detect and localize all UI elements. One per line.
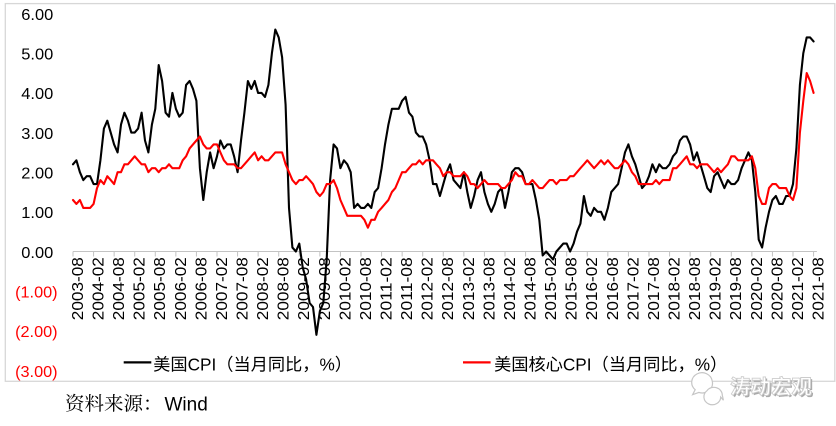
- svg-text:2016-08: 2016-08: [605, 257, 622, 320]
- svg-text:2018-08: 2018-08: [687, 257, 704, 320]
- svg-text:2014-02: 2014-02: [502, 257, 519, 320]
- svg-text:2006-08: 2006-08: [193, 257, 210, 320]
- svg-text:2020-08: 2020-08: [769, 257, 786, 320]
- svg-text:Wind: Wind: [165, 394, 208, 415]
- svg-text:2003-08: 2003-08: [70, 257, 87, 320]
- svg-text:2012-02: 2012-02: [420, 257, 437, 320]
- svg-text:2004-02: 2004-02: [90, 257, 107, 320]
- svg-text:2017-02: 2017-02: [625, 257, 642, 320]
- svg-text:2015-08: 2015-08: [564, 257, 581, 320]
- svg-text:6.00: 6.00: [21, 7, 53, 24]
- svg-text:1.00: 1.00: [21, 205, 53, 222]
- svg-text:2007-08: 2007-08: [234, 257, 251, 320]
- svg-text:2021-08: 2021-08: [810, 257, 827, 320]
- svg-text:2017-08: 2017-08: [646, 257, 663, 320]
- svg-text:2011-08: 2011-08: [399, 257, 416, 320]
- svg-text:2005-02: 2005-02: [132, 257, 149, 320]
- svg-text:%: %: [320, 354, 335, 374]
- svg-text:2012-08: 2012-08: [440, 257, 457, 320]
- svg-text:2010-02: 2010-02: [337, 257, 354, 320]
- svg-text:2008-08: 2008-08: [276, 257, 293, 320]
- svg-text:2005-08: 2005-08: [152, 257, 169, 320]
- svg-text:2008-02: 2008-02: [255, 257, 272, 320]
- svg-text:2004-08: 2004-08: [111, 257, 128, 320]
- svg-text:2020-02: 2020-02: [749, 257, 766, 320]
- svg-text:(1.00): (1.00): [15, 284, 57, 301]
- svg-text:2011-02: 2011-02: [378, 257, 395, 320]
- svg-text:2015-02: 2015-02: [543, 257, 560, 320]
- svg-text:(3.00): (3.00): [15, 364, 57, 381]
- svg-text:5.00: 5.00: [21, 47, 53, 64]
- svg-text:2009-02: 2009-02: [296, 257, 313, 320]
- svg-text:CPI: CPI: [563, 354, 592, 374]
- svg-text:(2.00): (2.00): [15, 324, 57, 341]
- svg-text:2021-02: 2021-02: [790, 257, 807, 320]
- svg-text:%: %: [695, 354, 710, 374]
- svg-text:2.00: 2.00: [21, 166, 53, 183]
- svg-text:2019-02: 2019-02: [708, 257, 725, 320]
- svg-text:2006-02: 2006-02: [173, 257, 190, 320]
- svg-text:2013-08: 2013-08: [481, 257, 498, 320]
- svg-text:2018-02: 2018-02: [666, 257, 683, 320]
- svg-text:2014-08: 2014-08: [522, 257, 539, 320]
- svg-text:3.00: 3.00: [21, 126, 53, 143]
- svg-text:CPI: CPI: [188, 354, 217, 374]
- svg-text:2019-08: 2019-08: [728, 257, 745, 320]
- svg-text:0.00: 0.00: [21, 245, 53, 262]
- svg-text:4.00: 4.00: [21, 86, 53, 103]
- svg-text:2016-02: 2016-02: [584, 257, 601, 320]
- svg-text:2013-02: 2013-02: [461, 257, 478, 320]
- svg-text:2007-02: 2007-02: [214, 257, 231, 320]
- svg-text:2010-08: 2010-08: [358, 257, 375, 320]
